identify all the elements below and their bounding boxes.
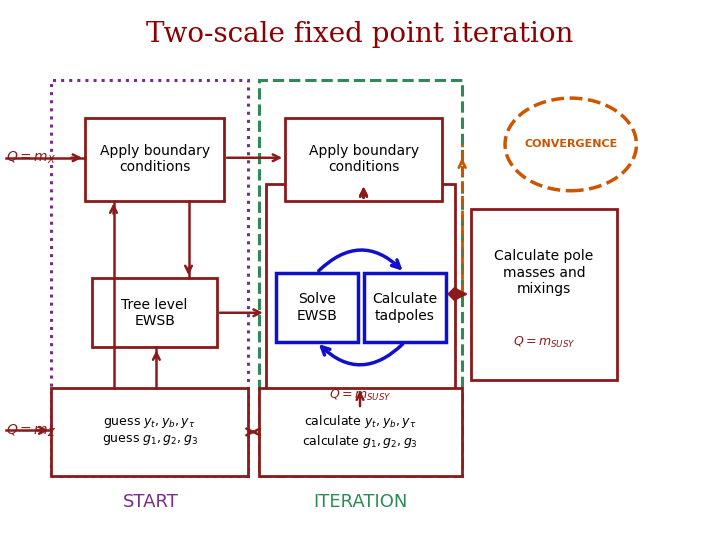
Bar bbox=[471, 208, 617, 380]
Bar bbox=[276, 273, 358, 342]
Text: $Q = m_Z$: $Q = m_Z$ bbox=[6, 422, 57, 438]
Ellipse shape bbox=[505, 98, 636, 191]
Bar bbox=[258, 80, 462, 476]
Bar bbox=[258, 388, 462, 476]
Text: CONVERGENCE: CONVERGENCE bbox=[524, 139, 617, 150]
Bar bbox=[92, 278, 217, 348]
Text: Apply boundary
conditions: Apply boundary conditions bbox=[308, 144, 418, 174]
Bar bbox=[85, 118, 224, 200]
Text: Calculate
tadpoles: Calculate tadpoles bbox=[372, 292, 437, 322]
Text: Tree level
EWSB: Tree level EWSB bbox=[122, 298, 188, 328]
Text: $Q = m_{SUSY}$: $Q = m_{SUSY}$ bbox=[328, 388, 392, 403]
Bar bbox=[364, 273, 446, 342]
Bar bbox=[266, 185, 455, 409]
Bar bbox=[51, 388, 248, 476]
Text: $Q = m_{SUSY}$: $Q = m_{SUSY}$ bbox=[513, 335, 575, 350]
Text: ITERATION: ITERATION bbox=[313, 494, 408, 511]
Text: calculate $y_t, y_b, y_\tau$
calculate $g_1, g_2, g_3$: calculate $y_t, y_b, y_\tau$ calculate $… bbox=[302, 414, 418, 450]
Text: guess $y_t, y_b, y_\tau$
guess $g_1, g_2, g_3$: guess $y_t, y_b, y_\tau$ guess $g_1, g_2… bbox=[102, 416, 197, 447]
Bar bbox=[51, 80, 248, 476]
Text: Apply boundary
conditions: Apply boundary conditions bbox=[99, 144, 210, 174]
Text: Solve
EWSB: Solve EWSB bbox=[297, 292, 337, 322]
Polygon shape bbox=[448, 287, 462, 301]
Text: Two-scale fixed point iteration: Two-scale fixed point iteration bbox=[146, 22, 574, 49]
Text: $Q = m_X$: $Q = m_X$ bbox=[6, 150, 57, 166]
Text: Calculate pole
masses and
mixings: Calculate pole masses and mixings bbox=[495, 249, 593, 296]
Bar bbox=[285, 118, 442, 200]
Text: START: START bbox=[122, 494, 179, 511]
